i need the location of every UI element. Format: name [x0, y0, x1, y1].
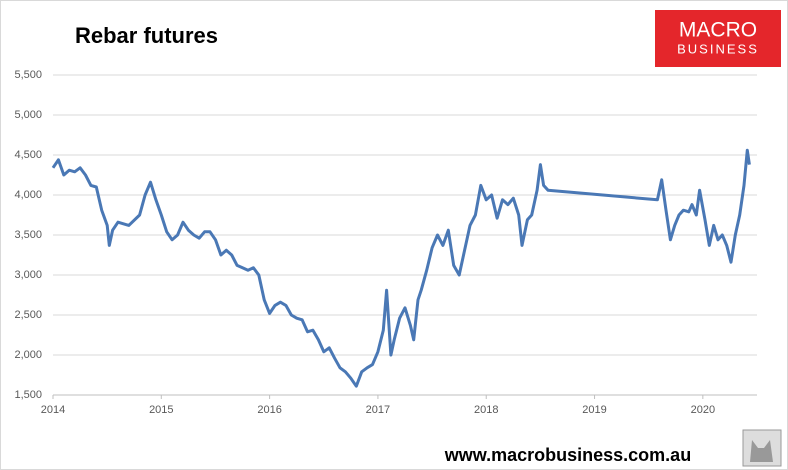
wolf-icon-shape: [750, 440, 773, 462]
x-tick-label: 2019: [582, 404, 606, 416]
y-tick-label: 3,000: [14, 269, 42, 281]
y-tick-label: 5,500: [14, 69, 42, 81]
footer-url: www.macrobusiness.com.au: [444, 445, 691, 465]
x-tick-label: 2015: [149, 404, 173, 416]
x-tick-label: 2018: [474, 404, 498, 416]
x-tick-label: 2014: [41, 404, 65, 416]
y-tick-label: 4,000: [14, 189, 42, 201]
y-tick-label: 1,500: [14, 389, 42, 401]
y-tick-label: 5,000: [14, 109, 42, 121]
y-tick-label: 3,500: [14, 229, 42, 241]
y-tick-label: 2,500: [14, 309, 42, 321]
logo-line2: BUSINESS: [677, 41, 759, 56]
x-tick-label: 2020: [691, 404, 715, 416]
logo-line1: MACRO: [679, 19, 757, 42]
x-tick-label: 2016: [257, 404, 281, 416]
chart-title: Rebar futures: [75, 23, 218, 48]
price-line: [51, 148, 751, 388]
logo-box: [655, 10, 781, 67]
y-tick-label: 4,500: [14, 149, 42, 161]
x-tick-label: 2017: [366, 404, 390, 416]
y-tick-label: 2,000: [14, 349, 42, 361]
